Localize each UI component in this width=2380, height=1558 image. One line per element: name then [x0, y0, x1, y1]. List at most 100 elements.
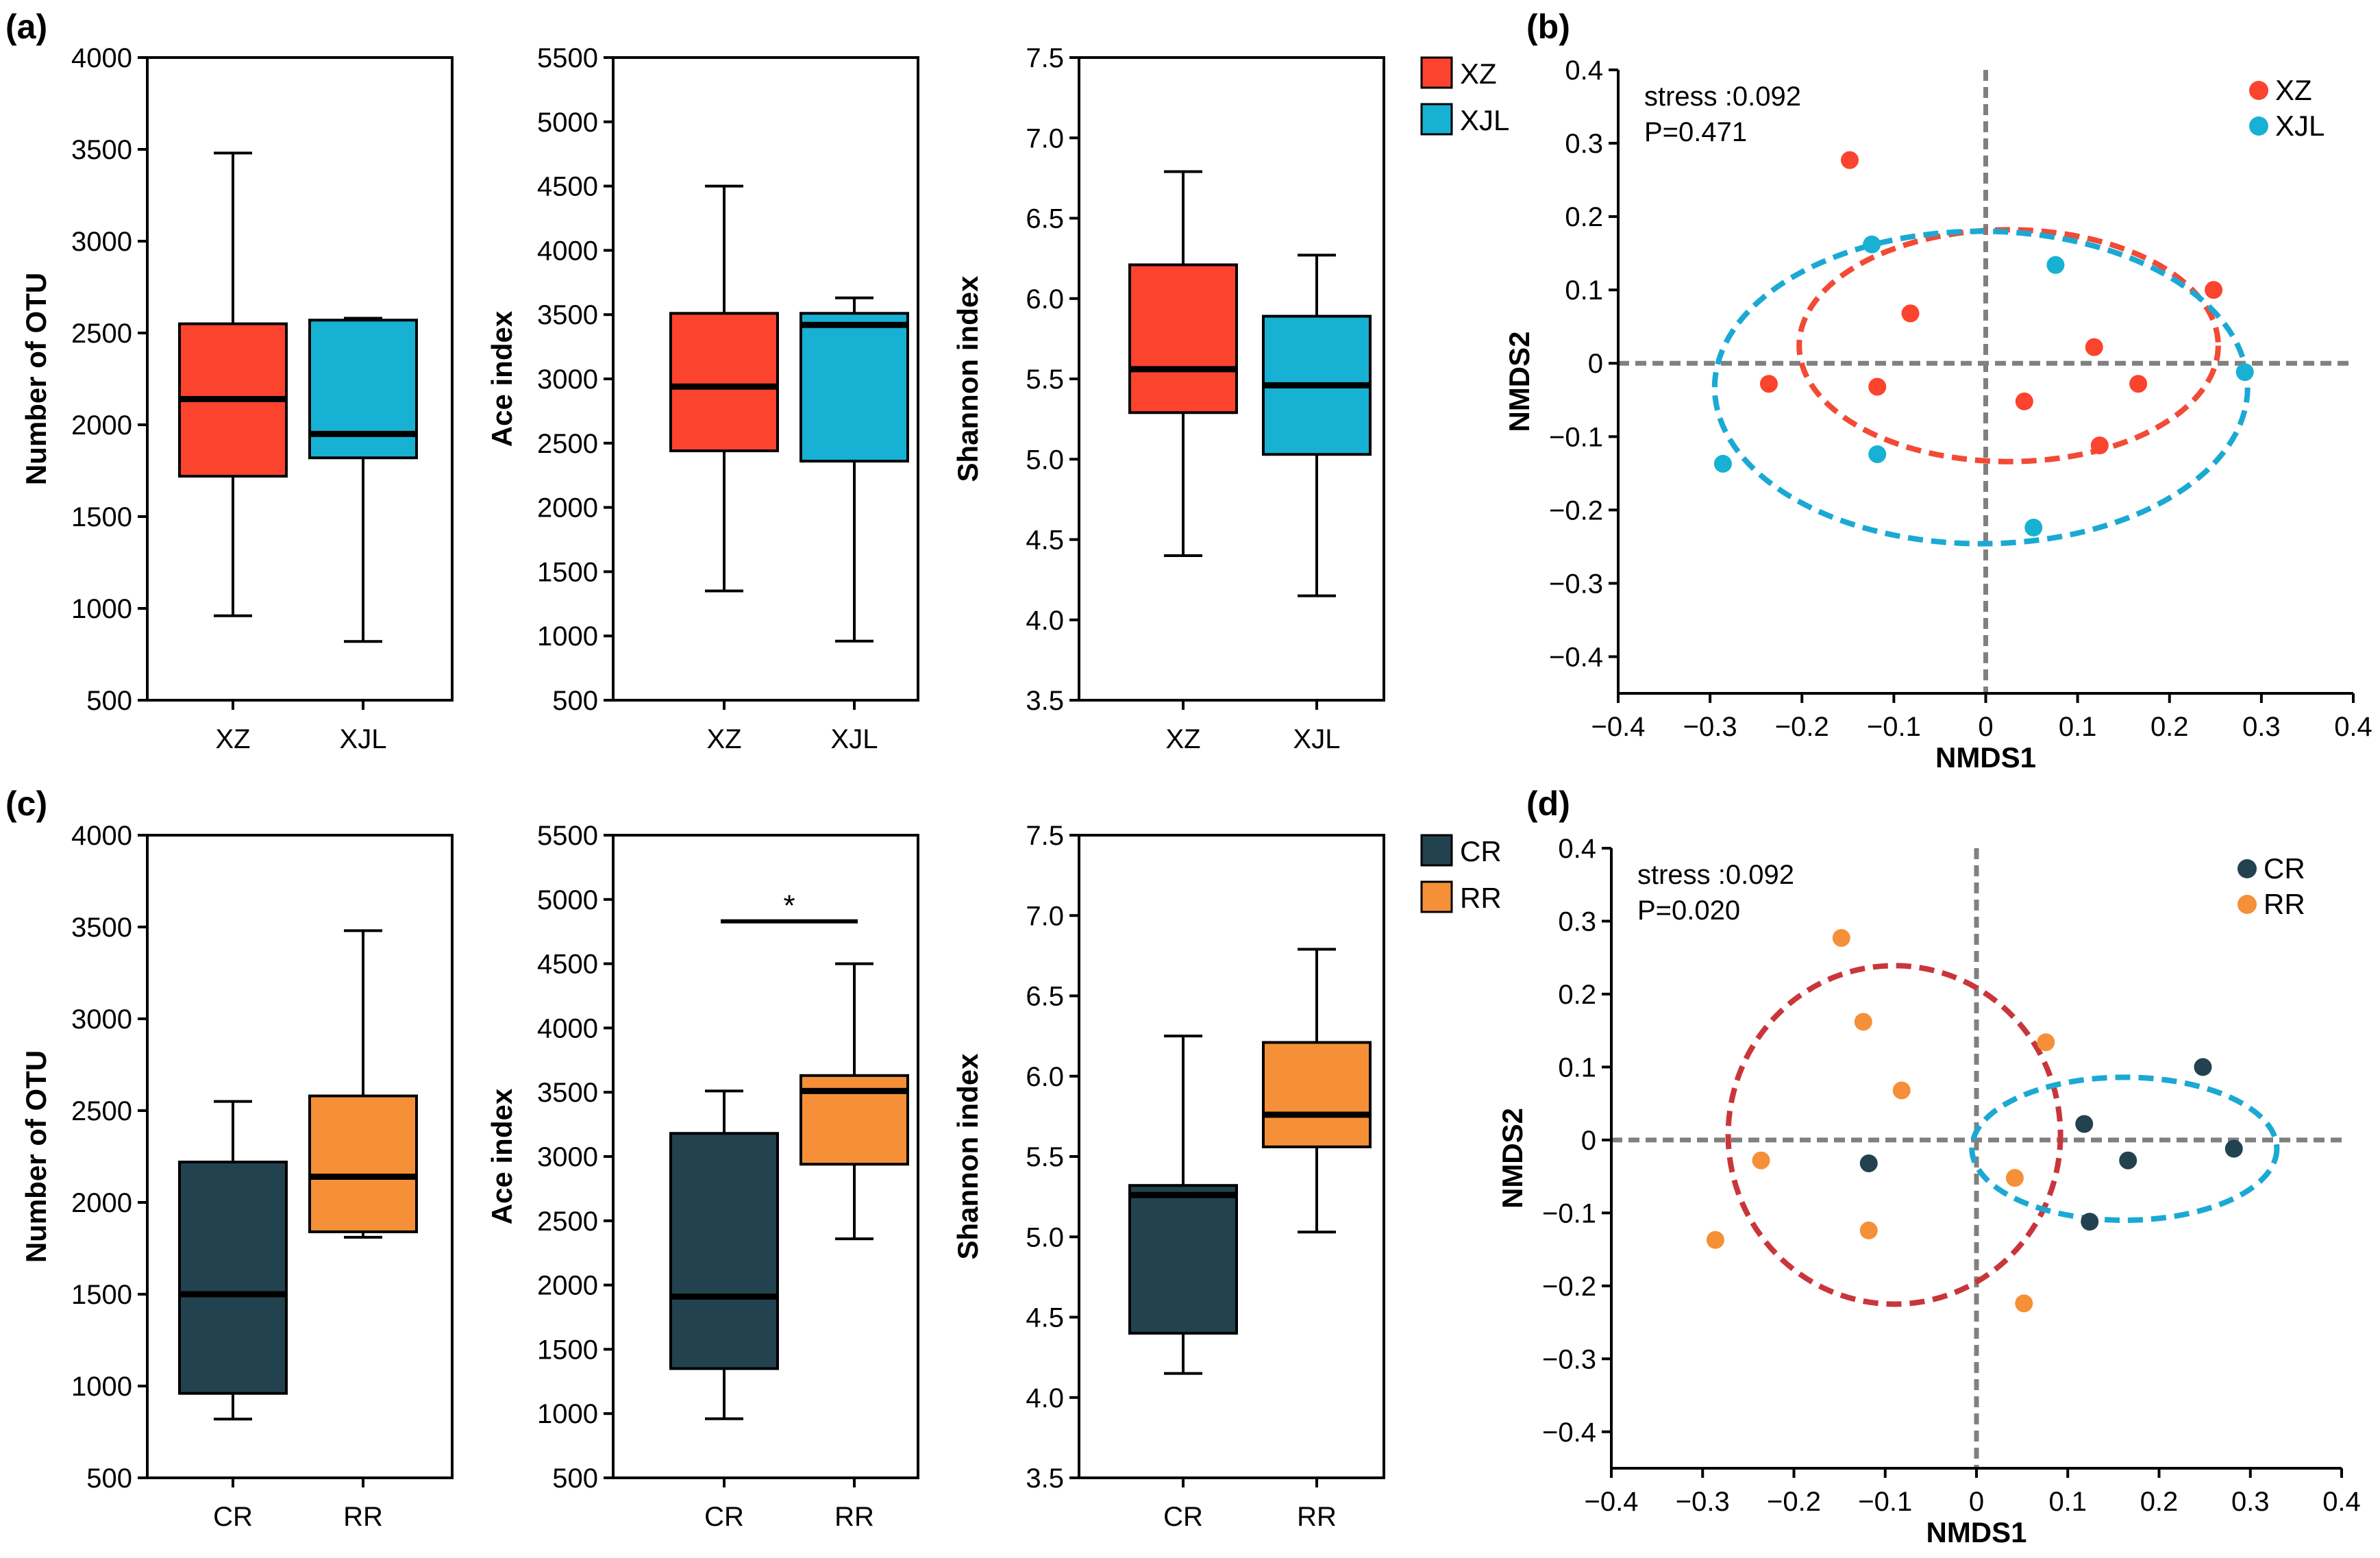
box-RR: [308, 929, 418, 1239]
scatter-chart-d: −0.4 −0.3 −0.2 −0.1 0 0.1 0.2 0.3 0.4 −0.4 −0.3 −0.…: [1496, 834, 2361, 1548]
annotation-text: P=0.471: [1644, 117, 1747, 147]
x-tick-label: 0.2: [2140, 1487, 2179, 1517]
point-RR: [1832, 928, 1850, 947]
point-CR: [2075, 1115, 2094, 1133]
y-tick-label: −0.3: [1549, 569, 1603, 599]
y-tick-label: 0.1: [1558, 1052, 1596, 1083]
y-tick-label: 2500: [71, 319, 132, 349]
box-iqr: [669, 312, 779, 453]
panel-label: (c): [5, 784, 47, 823]
y-tick-label: 7.0: [1026, 123, 1064, 153]
x-tick-label: 0: [1969, 1487, 1984, 1517]
y-tick-label: 500: [86, 1463, 132, 1494]
x-tick-label: 0.4: [2322, 1487, 2361, 1517]
y-tick-label: 7.0: [1026, 901, 1064, 931]
box-iqr: [178, 1161, 288, 1395]
point-RR: [1706, 1231, 1724, 1249]
annotation-text: stress :0.092: [1637, 860, 1794, 890]
y-tick-label: 7.5: [1026, 43, 1064, 73]
y-tick-label: 1500: [537, 557, 598, 587]
significance-label: *: [783, 889, 795, 923]
point-XJL: [1713, 454, 1732, 473]
y-tick-label: 2500: [537, 429, 598, 459]
y-axis-label: NMDS2: [1503, 331, 1535, 432]
y-tick-label: 1000: [537, 621, 598, 652]
x-tick-label: 0.2: [2150, 712, 2189, 742]
y-tick-label: 3500: [71, 913, 132, 943]
x-tick-label: −0.4: [1591, 712, 1646, 742]
point-RR: [1859, 1221, 1878, 1239]
y-tick-label: 2500: [71, 1096, 132, 1126]
box-XZ: [669, 184, 779, 593]
point-XZ: [2205, 281, 2223, 299]
x-tick-label: RR: [1297, 1502, 1337, 1532]
point-XJL: [2046, 256, 2065, 274]
box-iqr: [669, 1132, 779, 1370]
point-XJL: [1863, 235, 1881, 254]
box-chart-c2: 500 1000 1500 2000 2500 3000 3500 4000 4500 5000 5…: [486, 821, 919, 1532]
point-RR: [2037, 1033, 2055, 1052]
x-tick-label: XZ: [706, 724, 741, 754]
y-tick-label: 4000: [71, 821, 132, 851]
point-CR: [2224, 1139, 2243, 1158]
y-tick-label: 5.0: [1026, 1222, 1064, 1252]
panel-label: (a): [5, 8, 47, 46]
x-tick-label: XJL: [1293, 724, 1341, 754]
box-RR: [799, 962, 909, 1241]
box-XJL: [799, 296, 909, 643]
y-tick-label: 4.0: [1026, 606, 1064, 636]
y-tick-label: 1500: [71, 502, 132, 532]
y-tick-label: 3000: [71, 1004, 132, 1035]
box-chart-c3: 3.5 4.0 4.5 5.0 5.5 6.0 6.5 7.0 7.5 Shannon index…: [952, 821, 1502, 1532]
y-tick-label: 5000: [537, 108, 598, 138]
x-tick-label: −0.3: [1676, 1487, 1730, 1517]
legend-swatch-RR: [1420, 880, 1453, 913]
y-tick-label: 3500: [71, 135, 132, 165]
point-CR: [2119, 1151, 2137, 1170]
y-tick-label: 6.0: [1026, 1062, 1064, 1092]
y-axis-label: Ace index: [486, 1088, 518, 1224]
y-tick-label: 6.5: [1026, 204, 1064, 234]
x-tick-label: CR: [213, 1502, 253, 1532]
y-tick-label: 0.2: [1558, 980, 1596, 1010]
y-tick-label: 4.0: [1026, 1383, 1064, 1413]
x-tick-label: 0.3: [2242, 712, 2281, 742]
y-axis-label: Number of OTU: [20, 1050, 52, 1263]
y-tick-label: 4500: [537, 950, 598, 980]
legend-label-CR: CR: [2264, 852, 2305, 885]
box-iqr: [308, 319, 418, 460]
ellipse-XZ: [1796, 227, 2221, 465]
y-tick-label: −0.3: [1542, 1344, 1596, 1374]
box-chart-c1: 500 1000 1500 2000 2500 3000 3500 4000 Number of…: [20, 821, 454, 1532]
y-tick-label: −0.1: [1542, 1198, 1596, 1228]
legend-label-XJL: XJL: [1460, 104, 1509, 136]
point-CR: [2081, 1213, 2099, 1231]
point-XZ: [1840, 151, 1859, 169]
x-axis-label: NMDS1: [1935, 741, 2036, 774]
point-XZ: [2085, 338, 2103, 356]
y-tick-label: 1500: [537, 1335, 598, 1365]
box-iqr: [1128, 263, 1238, 415]
y-tick-label: 4000: [537, 1013, 598, 1043]
box-CR: [178, 1100, 288, 1421]
y-tick-label: 2000: [537, 1271, 598, 1301]
legend-label-RR: RR: [2264, 888, 2305, 920]
panel-label: (d): [1526, 784, 1570, 823]
plot-frame: [1078, 834, 1385, 1479]
x-tick-label: 0.3: [2231, 1487, 2270, 1517]
x-tick-label: −0.2: [1767, 1487, 1821, 1517]
panel-label: (b): [1526, 8, 1570, 46]
x-tick-label: CR: [1163, 1502, 1203, 1532]
x-tick-label: CR: [704, 1502, 744, 1532]
y-tick-label: 0.4: [1558, 834, 1596, 864]
y-tick-label: 4.5: [1026, 1303, 1064, 1333]
y-tick-label: 500: [552, 1463, 598, 1494]
y-tick-label: 3500: [537, 1078, 598, 1108]
x-tick-label: −0.2: [1775, 712, 1829, 742]
y-tick-label: 3000: [537, 364, 598, 395]
y-tick-label: 5000: [537, 885, 598, 915]
point-XZ: [1901, 304, 1920, 323]
box-RR: [1262, 948, 1372, 1234]
y-tick-label: 0.4: [1565, 55, 1603, 86]
